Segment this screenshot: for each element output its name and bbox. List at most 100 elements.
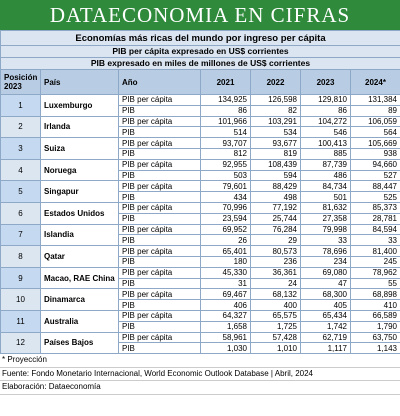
metric-label: PIB <box>118 342 201 355</box>
value-cell: 1,790 <box>350 320 400 333</box>
value-cell: 92,955 <box>200 158 251 171</box>
table-row: 2 Irlanda PIB per cápita 101,966 103,291 104,… <box>0 115 400 139</box>
value-cell: 65,434 <box>300 309 351 322</box>
value-cell: 108,439 <box>250 158 301 171</box>
value-cell: 106,059 <box>350 115 400 128</box>
value-cell: 47 <box>300 277 351 290</box>
country-cell: Irlanda <box>40 115 119 139</box>
value-cell: 33 <box>300 234 351 247</box>
data-table: Economías más ricas del mundo por ingres… <box>0 30 400 355</box>
position-cell: 6 <box>0 201 41 225</box>
value-cell: 79,601 <box>200 180 251 193</box>
position-cell: 1 <box>0 94 41 117</box>
value-cell: 546 <box>300 126 351 139</box>
value-cell: 534 <box>250 126 301 139</box>
position-cell: 8 <box>0 245 41 268</box>
footnote: * Proyección <box>0 354 400 368</box>
country-cell: Suiza <box>40 137 119 160</box>
country-cell: Dinamarca <box>40 288 119 311</box>
table-row: PIB 26 29 33 33 <box>1 234 400 247</box>
value-cell: 68,300 <box>300 288 351 301</box>
value-cell: 564 <box>350 126 400 139</box>
value-cell: 24 <box>250 277 301 290</box>
value-cell: 105,669 <box>350 137 400 149</box>
value-cell: 33 <box>350 234 400 247</box>
position-cell: 5 <box>0 180 41 203</box>
metric-label: PIB per cápita <box>118 201 201 214</box>
table-row: PIB 514 534 546 564 <box>1 126 400 139</box>
value-cell: 434 <box>200 191 251 203</box>
column-header: 2023 <box>300 69 351 95</box>
table-subtitle: PIB per cápita expresado en US$ corrient… <box>0 45 400 58</box>
table-row: 11 Australia PIB per cápita 64,327 65,575 65,… <box>0 309 400 333</box>
table-row: PIB 31 24 47 55 <box>1 277 400 290</box>
country-cell: Qatar <box>40 245 119 268</box>
table-row: 3 Suiza PIB per cápita 93,707 93,677 100,413 1… <box>0 137 400 160</box>
table-row: 7 Islandia PIB per cápita 69,952 76,284 79,99… <box>0 223 400 247</box>
value-cell: 64,327 <box>200 309 251 322</box>
value-cell: 234 <box>300 255 351 268</box>
value-cell: 1,030 <box>200 342 251 355</box>
value-cell: 78,696 <box>300 245 351 257</box>
metric-label: PIB per cápita <box>118 223 201 236</box>
metric-label: PIB per cápita <box>118 94 201 106</box>
value-cell: 27,358 <box>300 212 351 225</box>
value-cell: 236 <box>250 255 301 268</box>
table-row: PIB 86 82 86 89 <box>1 104 400 117</box>
column-header: 2021 <box>200 69 251 95</box>
table-row: 10 Dinamarca PIB per cápita 69,467 68,132 68,… <box>0 288 400 311</box>
metric-label: PIB <box>118 212 201 225</box>
table-row: PIB 503 594 486 527 <box>1 169 400 182</box>
value-cell: 819 <box>250 147 301 160</box>
value-cell: 62,719 <box>300 331 351 344</box>
table-subtitle: PIB expresado en miles de millones de US… <box>0 57 400 70</box>
value-cell: 70,996 <box>200 201 251 214</box>
metric-label: PIB per cápita <box>118 158 201 171</box>
value-cell: 410 <box>350 299 400 311</box>
value-cell: 84,594 <box>350 223 400 236</box>
position-cell: 4 <box>0 158 41 182</box>
value-cell: 400 <box>250 299 301 311</box>
value-cell: 100,413 <box>300 137 351 149</box>
value-cell: 1,658 <box>200 320 251 333</box>
value-cell: 134,925 <box>200 94 251 106</box>
footer: * Proyección Fuente: Fondo Monetario Int… <box>0 354 400 395</box>
table-row: 9 Macao, RAE China PIB per cápita 45,330 36,… <box>0 266 400 290</box>
column-header: Año <box>118 69 201 95</box>
value-cell: 1,143 <box>350 342 400 355</box>
value-cell: 81,632 <box>300 201 351 214</box>
position-cell: 3 <box>0 137 41 160</box>
value-cell: 93,677 <box>250 137 301 149</box>
table-row: 1 Luxemburgo PIB per cápita 134,925 126,598 1… <box>0 94 400 117</box>
value-cell: 84,734 <box>300 180 351 193</box>
value-cell: 405 <box>300 299 351 311</box>
metric-label: PIB <box>118 169 201 182</box>
table-row: PIB 23,594 25,744 27,358 28,781 <box>1 212 400 225</box>
table-row: PIB 1,030 1,010 1,117 1,143 <box>1 342 400 355</box>
value-cell: 503 <box>200 169 251 182</box>
source: Fuente: Fondo Monetario Internacional, W… <box>0 368 400 382</box>
credit: Elaboración: Dataeconomía <box>0 381 400 395</box>
metric-label: PIB <box>118 277 201 290</box>
position-cell: 7 <box>0 223 41 247</box>
value-cell: 101,966 <box>200 115 251 128</box>
table-row: 12 Países Bajos PIB per cápita 58,961 57,428… <box>0 331 400 355</box>
value-cell: 498 <box>250 191 301 203</box>
value-cell: 104,272 <box>300 115 351 128</box>
value-cell: 77,192 <box>250 201 301 214</box>
metric-label: PIB <box>118 320 201 333</box>
metric-label: PIB per cápita <box>118 331 201 344</box>
value-cell: 1,742 <box>300 320 351 333</box>
value-cell: 57,428 <box>250 331 301 344</box>
value-cell: 23,594 <box>200 212 251 225</box>
value-cell: 65,401 <box>200 245 251 257</box>
metric-label: PIB <box>118 191 201 203</box>
metric-label: PIB per cápita <box>118 137 201 149</box>
value-cell: 938 <box>350 147 400 160</box>
value-cell: 79,998 <box>300 223 351 236</box>
value-cell: 68,132 <box>250 288 301 301</box>
position-cell: 9 <box>0 266 41 290</box>
country-cell: Países Bajos <box>40 331 119 355</box>
value-cell: 80,573 <box>250 245 301 257</box>
